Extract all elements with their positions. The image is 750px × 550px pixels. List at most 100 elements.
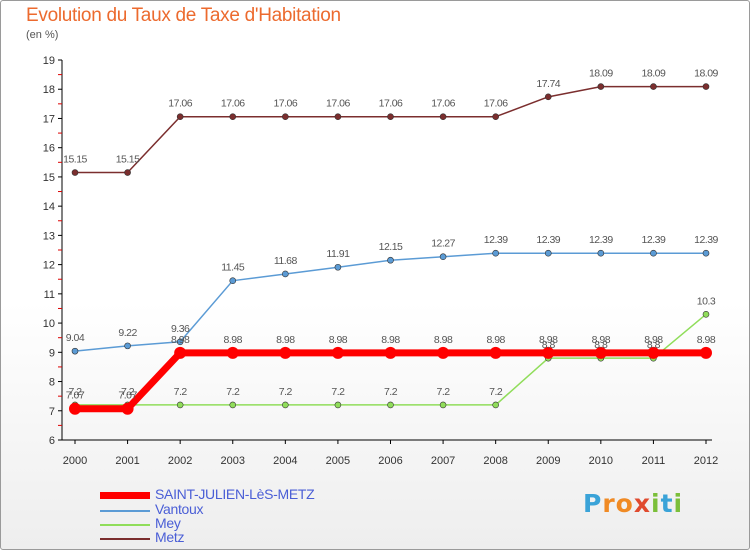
- data-point: [121, 402, 134, 415]
- data-point: [229, 113, 237, 121]
- data-point: [437, 346, 450, 359]
- legend-swatch-saint-julien: [100, 492, 150, 499]
- x-tick-label: 2009: [536, 455, 560, 467]
- data-label: 12.39: [589, 234, 613, 246]
- y-tick-label: 8: [49, 377, 55, 389]
- data-label: 7.2: [121, 386, 135, 398]
- logo-letter: P: [583, 489, 603, 518]
- data-point: [176, 338, 184, 346]
- data-label: 17.06: [273, 98, 297, 110]
- y-tick-label: 15: [43, 172, 55, 184]
- data-label: 18.09: [589, 68, 613, 80]
- data-point: [492, 113, 499, 121]
- y-tick-label: 13: [43, 230, 55, 242]
- data-point: [174, 346, 187, 359]
- data-label: 8.98: [381, 334, 400, 346]
- legend-item-vantoux: Vantoux: [100, 501, 204, 518]
- y-tick-label: 6: [49, 435, 55, 447]
- data-point: [229, 277, 237, 284]
- logo-letter: o: [615, 489, 634, 518]
- data-point: [331, 346, 344, 359]
- x-tick-label: 2000: [63, 455, 87, 467]
- data-point: [334, 401, 342, 409]
- series-line-0: [75, 349, 706, 413]
- data-point: [282, 401, 289, 409]
- legend-swatch-mey: [100, 523, 150, 526]
- data-label: 8.98: [539, 334, 558, 346]
- y-tick-label: 9: [49, 347, 55, 359]
- data-point: [387, 113, 394, 121]
- y-tick-label: 14: [43, 201, 55, 213]
- data-label: 7.07: [66, 390, 85, 402]
- y-tick-label: 19: [43, 55, 55, 67]
- data-label: 11.68: [274, 255, 298, 267]
- data-label: 7.2: [174, 386, 188, 398]
- data-label: 17.06: [431, 98, 455, 110]
- logo-letter: t: [660, 489, 674, 518]
- data-point: [702, 249, 710, 257]
- data-label: 18.09: [694, 68, 718, 80]
- legend-swatch-metz: [100, 537, 150, 540]
- data-label: 8.98: [434, 334, 453, 346]
- data-point: [492, 249, 499, 257]
- y-tick-label: 7: [49, 406, 55, 418]
- x-tick-label: 2001: [115, 455, 139, 467]
- data-label: 7.2: [437, 386, 451, 398]
- data-label: 17.06: [221, 98, 245, 110]
- data-point: [647, 346, 660, 359]
- data-point: [439, 401, 447, 409]
- y-tick-label: 11: [44, 289, 55, 301]
- data-label: 9.04: [66, 332, 85, 344]
- x-tick-label: 2011: [642, 455, 666, 467]
- data-point: [71, 347, 79, 355]
- data-point: [597, 249, 605, 257]
- data-point: [229, 401, 237, 409]
- data-label: 8.98: [171, 334, 190, 346]
- data-label: 7.2: [226, 386, 240, 398]
- data-point: [597, 83, 605, 90]
- y-tick-label: 12: [43, 260, 55, 272]
- data-label: 17.06: [484, 98, 508, 110]
- logo-letter: r: [602, 489, 616, 518]
- x-tick-label: 2002: [168, 455, 192, 467]
- data-label: 12.39: [484, 234, 508, 246]
- data-label: 9.22: [118, 327, 137, 339]
- data-label: 8.98: [697, 334, 716, 346]
- legend-label-vantoux: Vantoux: [155, 501, 204, 517]
- data-label: 17.06: [168, 98, 192, 110]
- data-point: [226, 346, 239, 359]
- chart-title: Evolution du Taux de Taxe d'Habitation: [26, 5, 341, 26]
- data-point: [594, 346, 607, 359]
- proxiti-logo: Proxiti: [583, 489, 683, 518]
- data-label: 8.98: [329, 334, 348, 346]
- x-tick-label: 2006: [378, 455, 402, 467]
- data-label: 12.39: [694, 234, 718, 246]
- logo-letter: x: [633, 489, 651, 518]
- data-label: 17.06: [326, 98, 350, 110]
- legend-item-saint-julien: SAINT-JULIEN-LèS-METZ: [100, 486, 315, 503]
- y-tick-label: 16: [43, 143, 55, 155]
- data-label: 8.98: [486, 334, 505, 346]
- data-point: [124, 342, 131, 350]
- y-tick-label: 18: [43, 84, 55, 96]
- data-label: 17.74: [536, 78, 560, 90]
- legend-swatch-vantoux: [100, 509, 150, 512]
- legend-label-metz: Metz: [155, 529, 185, 545]
- data-label: 8.98: [644, 334, 663, 346]
- data-label: 11.91: [326, 248, 350, 260]
- y-tick-label: 17: [43, 113, 55, 125]
- data-label: 12.39: [536, 234, 560, 246]
- data-label: 10.3: [697, 295, 716, 307]
- legend-label-mey: Mey: [155, 515, 181, 531]
- chart-subtitle: (en %): [26, 29, 59, 41]
- data-label: 8.8: [594, 339, 608, 351]
- data-point: [702, 311, 710, 318]
- data-label: 15.15: [63, 154, 87, 166]
- data-label: 8.8: [542, 339, 556, 351]
- x-tick-label: 2003: [221, 455, 245, 467]
- data-point: [542, 346, 555, 359]
- data-point: [700, 346, 712, 359]
- data-label: 7.07: [118, 390, 137, 402]
